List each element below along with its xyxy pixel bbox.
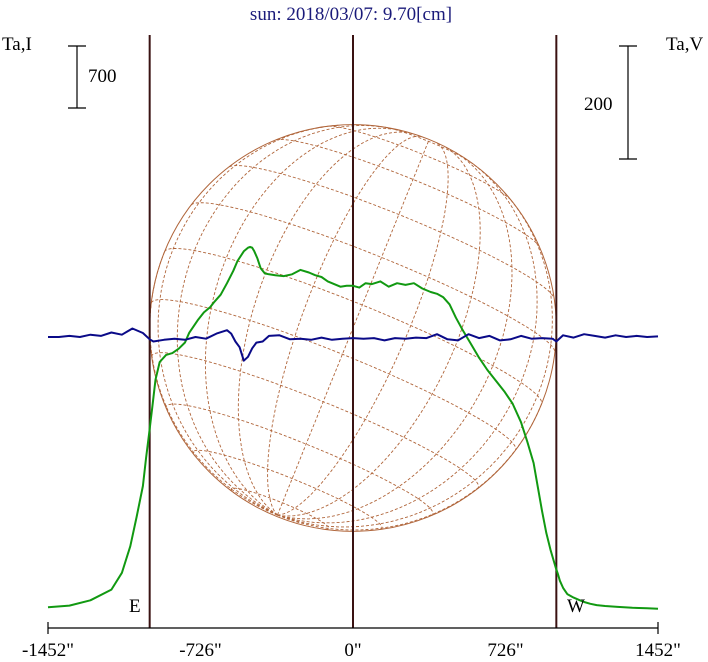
longitude-line <box>276 139 430 516</box>
latitude-line <box>229 165 555 299</box>
left-axis-label: Ta,I <box>2 34 32 55</box>
intensity-scale-bar: 700 <box>68 45 117 109</box>
longitude-line <box>204 127 401 516</box>
data-series <box>47 245 659 610</box>
longitude-line <box>176 125 386 516</box>
latitude-line <box>384 126 470 162</box>
x-tick-label: -1452" <box>22 640 74 661</box>
latitude-line <box>230 487 330 530</box>
x-tick-label: 726" <box>487 640 523 661</box>
solar-disk-grid <box>149 124 557 532</box>
longitude-line <box>277 161 538 524</box>
x-axis-ticks: -1452" -726" 0" 726" 1452" <box>22 640 681 661</box>
latitude-line <box>150 299 517 451</box>
x-tick-label: 0" <box>344 640 361 661</box>
longitude-line <box>149 251 278 516</box>
plot-frame <box>47 622 659 634</box>
latitude-line <box>275 138 540 247</box>
longitude-line <box>237 131 415 516</box>
polarization-scale-bar: 200 <box>584 45 637 160</box>
latitude-line <box>165 403 434 516</box>
intensity-series-line <box>47 245 659 610</box>
longitude-line <box>157 124 339 516</box>
right-axis-label: Ta,V <box>666 34 703 55</box>
longitude-line <box>277 142 449 516</box>
longitude-line <box>267 135 422 516</box>
longitude-line <box>277 145 481 517</box>
latitude-line <box>190 202 556 352</box>
x-tick-label: 1452" <box>635 640 681 661</box>
longitude-line <box>277 404 542 531</box>
intensity-scale-label: 700 <box>88 66 117 87</box>
latitude-line <box>328 125 512 201</box>
longitude-line <box>277 191 553 528</box>
polarization-series-line <box>48 327 659 362</box>
chart-title: sun: 2018/03/07: 9.70[cm] <box>250 4 452 25</box>
east-limb-label: E <box>129 596 141 617</box>
reference-lines <box>148 35 558 628</box>
latitude-line <box>192 449 383 531</box>
west-limb-label: W <box>567 596 585 617</box>
polarization-scale-label: 200 <box>584 94 613 115</box>
longitude-line <box>277 152 513 520</box>
x-tick-label: -726" <box>179 640 222 661</box>
